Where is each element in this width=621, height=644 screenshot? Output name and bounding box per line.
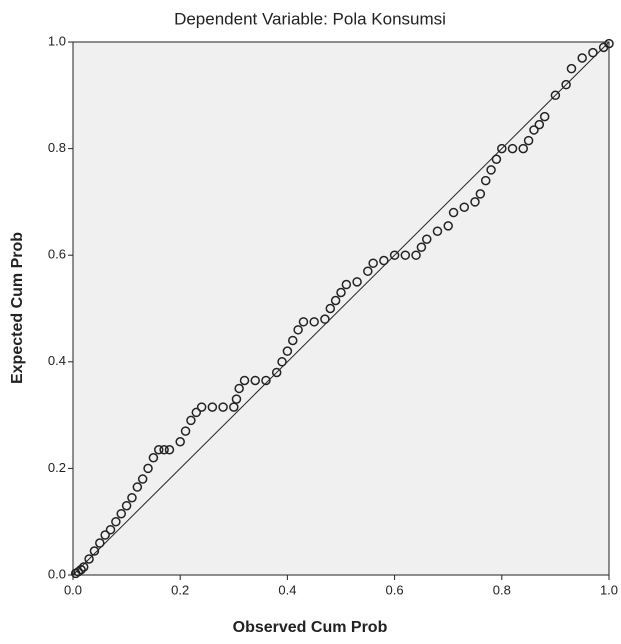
x-tick-label: 0.6 (386, 582, 404, 597)
y-tick-label: 0.4 (48, 353, 66, 368)
x-tick-label: 0.8 (493, 582, 511, 597)
x-tick-label: 0.0 (64, 582, 82, 597)
y-axis-label: Expected Cum Prob (9, 232, 26, 384)
y-tick-label: 1.0 (48, 33, 66, 48)
chart-title: Dependent Variable: Pola Konsumsi (174, 9, 446, 28)
x-axis-label: Observed Cum Prob (233, 619, 388, 636)
y-tick-label: 0.0 (48, 566, 66, 581)
y-tick-label: 0.6 (48, 247, 66, 262)
y-tick-label: 0.8 (48, 140, 66, 155)
y-tick-label: 0.2 (48, 460, 66, 475)
chart: Dependent Variable: Pola Konsumsi Observ… (0, 0, 621, 639)
x-tick-label: 0.4 (278, 582, 296, 597)
x-tick-label: 1.0 (600, 582, 618, 597)
x-tick-label: 0.2 (171, 582, 189, 597)
